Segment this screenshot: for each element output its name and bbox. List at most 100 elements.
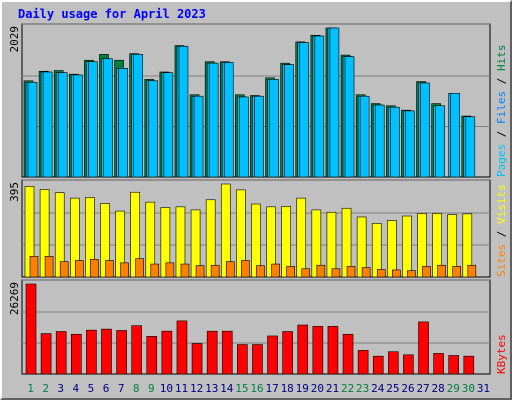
x-tick-label-day-10: 10 (160, 382, 173, 395)
visits-bar-day-13 (205, 199, 216, 278)
legend-part-1: Pages (495, 144, 508, 177)
pages-bar-day-17 (269, 79, 279, 178)
pages-bar-day-4 (72, 74, 83, 178)
visits-bar-day-15 (236, 189, 246, 278)
pages-bar-day-30 (465, 116, 476, 178)
pages-bar-day-11 (178, 45, 189, 178)
kbytes-bar-day-22 (342, 333, 354, 375)
kbytes-bar-day-25 (388, 351, 399, 375)
sites-bar-day-17 (271, 263, 280, 278)
legend-part-1: Sites (495, 244, 508, 277)
pages-bar-day-25 (390, 106, 400, 178)
y-max-label-panel-3: 26269 (8, 282, 21, 315)
sites-bar-day-29 (452, 266, 462, 278)
kbytes-bar-day-14 (221, 330, 233, 375)
sites-bar-day-4 (74, 260, 84, 278)
visits-bar-day-21 (326, 211, 337, 278)
sites-bar-day-25 (392, 269, 401, 278)
visits-bar-day-26 (402, 215, 412, 278)
x-tick-label-day-5: 5 (88, 382, 95, 395)
x-tick-label-day-11: 11 (175, 382, 188, 395)
x-tick-label-day-19: 19 (296, 382, 309, 395)
pages-bar-day-1 (27, 81, 38, 178)
pages-bar-day-13 (208, 62, 219, 178)
visits-bar-day-5 (85, 197, 95, 278)
visits-bar-day-6 (100, 203, 110, 278)
kbytes-bar-day-16 (252, 344, 263, 375)
kbytes-bar-day-7 (116, 330, 127, 375)
visits-bar-day-14 (220, 183, 231, 278)
visits-bar-day-9 (145, 201, 156, 278)
x-tick-label-day-17: 17 (265, 382, 278, 395)
pages-bar-day-12 (193, 95, 204, 178)
sites-bar-day-15 (241, 260, 250, 278)
pages-bar-day-27 (420, 82, 430, 178)
sites-bar-day-9 (150, 263, 160, 278)
y-max-label-panel-2: 395 (8, 182, 21, 202)
sites-bar-day-3 (59, 261, 69, 278)
pages-bar-day-23 (359, 95, 370, 178)
visits-bar-day-10 (160, 207, 171, 278)
visits-bar-day-12 (190, 209, 201, 278)
x-tick-label-day-1: 1 (27, 382, 34, 395)
legend-part-3: Files (495, 91, 508, 124)
x-tick-label-day-25: 25 (386, 382, 399, 395)
sites-bar-day-7 (120, 262, 129, 278)
sites-bar-day-24 (376, 269, 386, 278)
visits-bar-day-19 (296, 197, 307, 278)
visits-bar-day-16 (251, 203, 261, 278)
sites-bar-day-14 (225, 261, 235, 278)
x-tick-label-day-3: 3 (57, 382, 64, 395)
kbytes-bar-day-17 (267, 335, 278, 375)
sites-bar-day-20 (316, 264, 326, 278)
legend-panel-3: KBytes (495, 334, 508, 374)
visits-bar-day-3 (54, 192, 65, 278)
x-tick-label-day-20: 20 (311, 382, 324, 395)
pages-bar-day-24 (374, 104, 385, 178)
pages-bar-day-22 (344, 56, 355, 178)
x-tick-label-day-31: 31 (477, 382, 490, 395)
sites-bar-day-6 (105, 260, 114, 278)
sites-bar-day-23 (361, 267, 371, 278)
pages-bar-day-10 (163, 72, 174, 178)
x-tick-label-day-16: 16 (250, 382, 263, 395)
sites-bar-day-22 (346, 266, 356, 278)
legend-panel-1: Pages / Files / Hits (495, 45, 508, 178)
x-tick-label-day-21: 21 (326, 382, 339, 395)
x-tick-label-day-30: 30 (462, 382, 475, 395)
pages-bar-day-2 (42, 71, 53, 178)
kbytes-bar-day-18 (282, 331, 293, 375)
x-tick-label-day-27: 27 (416, 382, 429, 395)
x-tick-label-day-22: 22 (341, 382, 354, 395)
sites-bar-day-5 (90, 259, 99, 278)
sites-bar-day-13 (210, 264, 220, 278)
visits-bar-day-1 (24, 186, 35, 278)
pages-bar-day-14 (223, 62, 234, 178)
x-tick-label-day-4: 4 (73, 382, 80, 395)
pages-bar-day-19 (299, 42, 310, 178)
kbytes-bar-day-10 (161, 330, 173, 375)
legend-part-2: / (495, 124, 508, 144)
pages-bar-day-3 (57, 72, 68, 178)
x-tick-label-day-13: 13 (205, 382, 218, 395)
sites-bar-day-30 (467, 264, 477, 278)
pages-bar-day-9 (148, 80, 159, 178)
pages-bar-day-15 (239, 96, 249, 178)
visits-bar-day-23 (356, 216, 367, 278)
kbytes-bar-day-30 (463, 355, 475, 375)
kbytes-bar-day-12 (191, 343, 203, 375)
sites-bar-day-16 (256, 265, 265, 278)
sites-bar-day-10 (165, 262, 175, 278)
pages-bar-day-5 (88, 61, 98, 178)
kbytes-bar-day-21 (327, 326, 339, 375)
visits-bar-day-28 (432, 213, 442, 278)
visits-bar-day-2 (39, 189, 50, 278)
kbytes-bar-day-11 (176, 320, 188, 375)
x-tick-label-day-12: 12 (190, 382, 203, 395)
kbytes-bar-day-13 (206, 330, 218, 375)
kbytes-bar-day-23 (357, 350, 369, 375)
visits-bar-day-7 (115, 210, 125, 278)
x-tick-label-day-24: 24 (371, 382, 385, 395)
visits-bar-day-11 (175, 206, 186, 278)
y-max-label-panel-1: 2029 (8, 26, 21, 53)
